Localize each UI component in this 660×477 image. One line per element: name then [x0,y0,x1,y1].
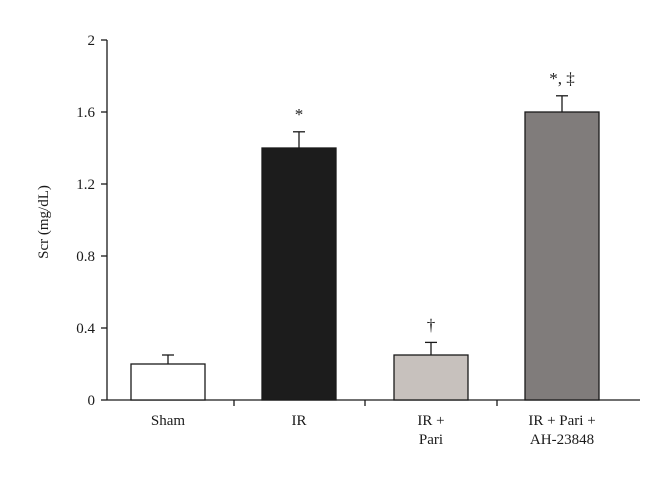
significance-mark-3: † [427,315,436,334]
bar-3 [393,354,469,401]
category-label: Pari [419,432,443,448]
y-tick-label: 0.4 [76,321,95,337]
category-label: AH-23848 [530,432,594,448]
y-tick-label: 1.2 [76,177,95,193]
y-tick-label: 0.8 [76,249,95,265]
bar-1 [130,363,206,401]
bar-2 [261,147,337,401]
significance-mark-4: *, ‡ [549,69,575,88]
y-tick-label: 1.6 [76,105,95,121]
category-label: IR + Pari + [528,413,595,429]
y-tick-label: 2 [88,33,96,49]
category-label: IR + [417,413,444,429]
category-label: IR [292,413,307,429]
y-axis-label: Scr (mg/dL) [36,185,52,259]
category-label: Sham [151,413,186,429]
bar-4 [524,111,600,401]
y-tick-label: 0 [88,393,96,409]
significance-mark-2: * [295,105,304,124]
